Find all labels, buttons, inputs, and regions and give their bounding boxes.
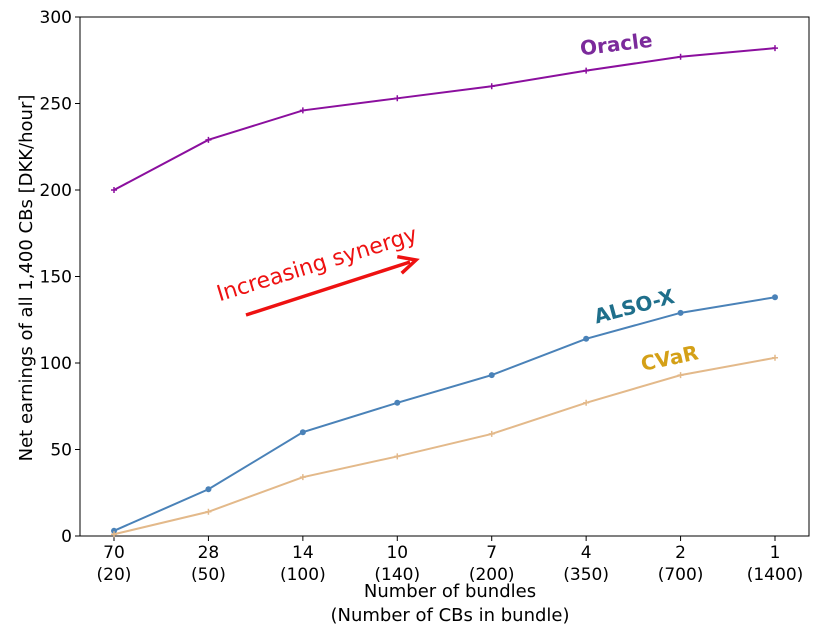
x-tick-label: 70 xyxy=(103,543,125,563)
also-x-series-label: ALSO-X xyxy=(591,284,677,329)
also-x-point xyxy=(394,399,401,406)
cvar-line xyxy=(113,356,776,536)
synergy-arrow-head xyxy=(396,254,420,275)
plot-axes xyxy=(79,16,810,537)
cvar-point xyxy=(299,474,306,481)
y-tick-label: 100 xyxy=(40,354,72,374)
oracle-series xyxy=(111,45,778,193)
cvar-point xyxy=(488,430,495,437)
also-x-point xyxy=(299,429,306,436)
synergy-arrow-line xyxy=(245,260,411,317)
y-axis-title: Net earnings of all 1,400 CBs [DKK/hour] xyxy=(16,95,37,462)
oracle-point xyxy=(205,136,212,143)
also-x-point xyxy=(205,486,212,493)
y-tick-label: 0 xyxy=(61,527,72,547)
oracle-point xyxy=(583,67,590,74)
also-x-series xyxy=(111,294,778,534)
oracle-point xyxy=(111,187,117,193)
series-layer xyxy=(111,45,778,538)
plot-frame xyxy=(79,16,810,537)
cvar-point xyxy=(677,372,684,379)
x-axis-title-line2: (Number of CBs in bundle) xyxy=(330,605,569,626)
x-axis-ticks: 70(20)28(50)14(100)10(140)7(200)4(350)2(… xyxy=(97,536,804,585)
cvar-point xyxy=(772,354,778,361)
also-x-point xyxy=(111,527,117,534)
oracle-point xyxy=(488,83,495,90)
oracle-series-label: Oracle xyxy=(579,28,654,61)
cvar-point xyxy=(111,531,117,538)
x-tick-sublabel: (140) xyxy=(374,565,420,585)
x-tick-label: 4 xyxy=(581,543,592,563)
x-tick-sublabel: (50) xyxy=(191,565,226,585)
also-x-point xyxy=(488,372,495,379)
cvar-point xyxy=(394,453,401,460)
also-x-point xyxy=(583,335,590,342)
x-tick-sublabel: (1400) xyxy=(747,565,804,585)
synergy-annotation-text: Increasing synergy xyxy=(214,222,420,307)
y-tick-label: 50 xyxy=(50,441,72,461)
oracle-line xyxy=(113,47,776,191)
x-axis-title-line1: Number of bundles xyxy=(364,581,536,602)
oracle-point xyxy=(394,95,401,102)
cvar-series-label: CVaR xyxy=(639,340,701,376)
x-tick-label: 7 xyxy=(486,543,497,563)
y-tick-label: 150 xyxy=(40,268,72,288)
x-tick-label: 14 xyxy=(292,543,314,563)
oracle-point xyxy=(772,45,778,52)
x-tick-label: 10 xyxy=(386,543,408,563)
also-x-point xyxy=(772,294,778,301)
y-tick-label: 300 xyxy=(40,8,72,28)
oracle-point xyxy=(299,107,306,114)
oracle-point xyxy=(677,53,684,60)
x-tick-label: 2 xyxy=(675,543,686,563)
y-tick-label: 250 xyxy=(40,95,72,115)
x-tick-sublabel: (700) xyxy=(658,565,704,585)
also-x-point xyxy=(677,309,684,316)
y-axis-ticks: 0 50 100 150 200 250 300 xyxy=(40,8,80,547)
x-tick-label: 1 xyxy=(770,543,781,563)
x-tick-label: 28 xyxy=(198,543,220,563)
cvar-point xyxy=(205,508,212,515)
cvar-series xyxy=(111,354,778,538)
y-tick-label: 200 xyxy=(40,181,72,201)
x-tick-sublabel: (200) xyxy=(469,565,515,585)
also-x-line xyxy=(113,296,776,532)
cvar-point xyxy=(583,399,590,406)
x-tick-sublabel: (350) xyxy=(563,565,609,585)
synergy-annotation: Increasing synergy xyxy=(214,222,420,317)
x-tick-sublabel: (20) xyxy=(97,565,132,585)
x-tick-sublabel: (100) xyxy=(280,565,326,585)
